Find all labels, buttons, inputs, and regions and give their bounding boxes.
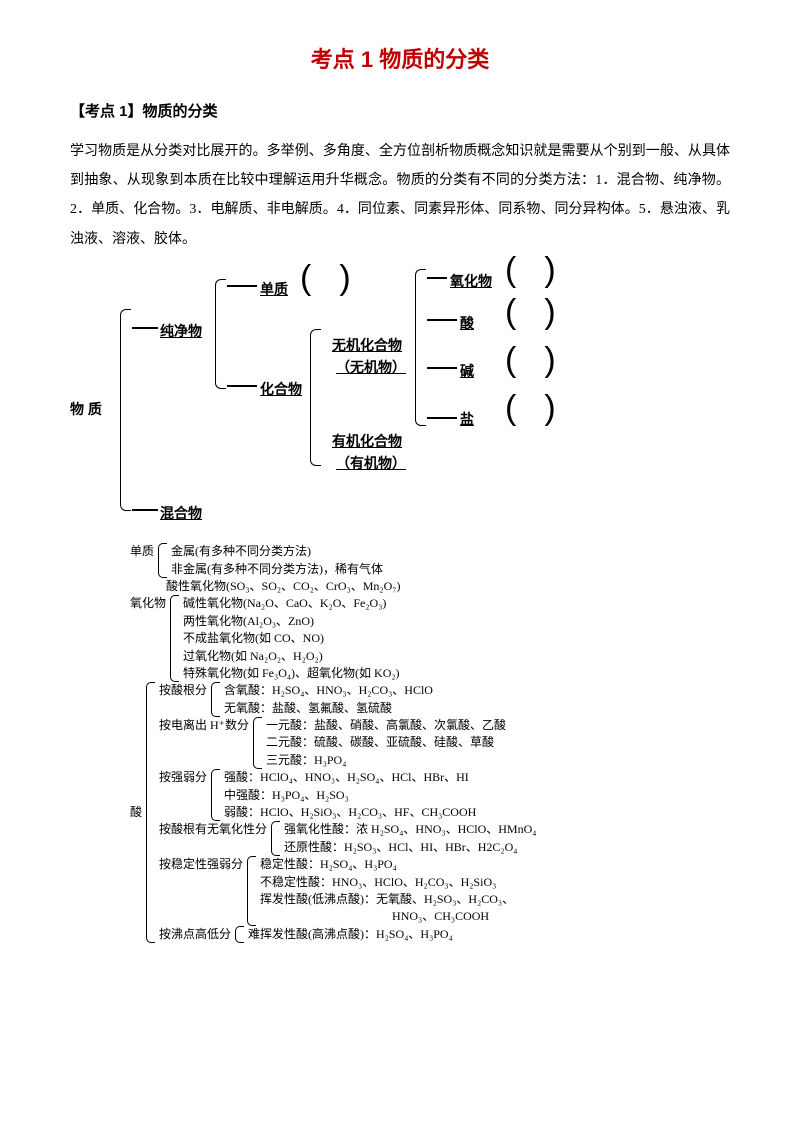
line: 稳定性酸：H₂SO₄、H₃PO₄ <box>260 856 730 873</box>
node-youji-note: （有机物） <box>336 451 406 476</box>
node-huahewu: 化合物 <box>260 377 302 402</box>
line: 一元酸：盐酸、硝酸、高氯酸、次氯酸、乙酸 <box>266 717 730 734</box>
node-yanghuawu: 氧化物 <box>450 269 492 294</box>
line: 过氧化物(如 Na₂O₂、H₂O₂) <box>183 648 730 665</box>
line: 碱性氧化物(Na₂O、CaO、K₂O、Fe₂O₃) <box>183 595 730 612</box>
line: 金属(有多种不同分类方法) <box>171 543 730 560</box>
line: 二元酸：硫酸、碳酸、亚硫酸、硅酸、草酸 <box>266 734 730 751</box>
line: HNO₃、CH₃COOH <box>260 908 730 925</box>
line: 三元酸：H₃PO₄ <box>266 752 730 769</box>
node-jian: 碱 <box>460 359 474 384</box>
line: 不稳定性酸：HNO₃、HClO、H₂CO₃、H₂SiO₃ <box>260 874 730 891</box>
line: 弱酸：HClO、H₂SiO₃、H₂CO₃、HF、CH₃COOH <box>224 804 730 821</box>
line: 难挥发性酸(高沸点酸)：H₂SO₄、H₃PO₄ <box>248 926 730 943</box>
node-root: 物 质 <box>70 397 102 422</box>
line: 中强酸：H₃PO₄、H₂SO₃ <box>224 787 730 804</box>
sub-label: 按酸根分 <box>159 682 211 699</box>
sub-label: 按电离出 H⁺数分 <box>159 717 253 734</box>
classification-tree-1: 物 质 纯净物 混合物 单质 化合物 无机化合物 （无机物） 有机化合物 （有机… <box>70 269 730 529</box>
line: 挥发性酸(低沸点酸)：无氧酸、H₂SO₃、H₂CO₃、 <box>260 891 730 908</box>
sub-label: 按稳定性强弱分 <box>159 856 247 873</box>
line: 两性氧化物(Al₂O₃、ZnO) <box>183 613 730 630</box>
node-pure: 纯净物 <box>160 319 202 344</box>
row-suan: 酸 按酸根分 含氧酸：H₂SO₄、HNO₃、H₂CO₃、HClO 无氧酸：盐酸、… <box>130 682 730 943</box>
row-yanghuawu: 氧化物 碱性氧化物(Na₂O、CaO、K₂O、Fe₂O₃) 两性氧化物(Al₂O… <box>130 595 730 682</box>
line: 强酸：HClO₄、HNO₃、H₂SO₄、HCl、HBr、HI <box>224 769 730 786</box>
node-danzhi: 单质 <box>260 277 288 302</box>
line: 非金属(有多种不同分类方法)，稀有气体 <box>171 561 730 578</box>
section-subtitle: 【考点 1】物质的分类 <box>70 98 730 125</box>
line: 还原性酸：H₂SO₃、HCl、HI、HBr、H2C₂O₄ <box>284 839 730 856</box>
row-danzhi: 单质 金属(有多种不同分类方法) 非金属(有多种不同分类方法)，稀有气体 <box>130 543 730 578</box>
node-mix: 混合物 <box>160 501 202 526</box>
sub-label: 按强弱分 <box>159 769 211 786</box>
line: 酸性氧化物(SO₃、SO₂、CO₂、CrO₃、Mn₂O₇) <box>166 578 730 595</box>
line: 含氧酸：H₂SO₄、HNO₃、H₂CO₃、HClO <box>224 682 730 699</box>
line: 无氧酸：盐酸、氢氟酸、氢硫酸 <box>224 700 730 717</box>
line: 特殊氧化物(如 Fe₃O₄)、超氧化物(如 KO₂) <box>183 665 730 682</box>
node-suan: 酸 <box>460 311 474 336</box>
intro-paragraph: 学习物质是从分类对比展开的。多举例、多角度、全方位剖析物质概念知识就是需要从个别… <box>70 137 730 255</box>
node-wuji-note: （无机物） <box>336 355 406 380</box>
node-yan: 盐 <box>460 407 474 432</box>
classification-tree-2: 单质 金属(有多种不同分类方法) 非金属(有多种不同分类方法)，稀有气体 酸性氧… <box>130 543 730 943</box>
sub-label: 按沸点高低分 <box>159 926 235 943</box>
line: 不成盐氧化物(如 CO、NO) <box>183 630 730 647</box>
sub-label: 按酸根有无氧化性分 <box>159 821 271 838</box>
line: 强氧化性酸：浓 H₂SO₄、HNO₃、HClO、HMnO₄ <box>284 821 730 838</box>
page-title: 考点 1 物质的分类 <box>70 40 730 80</box>
